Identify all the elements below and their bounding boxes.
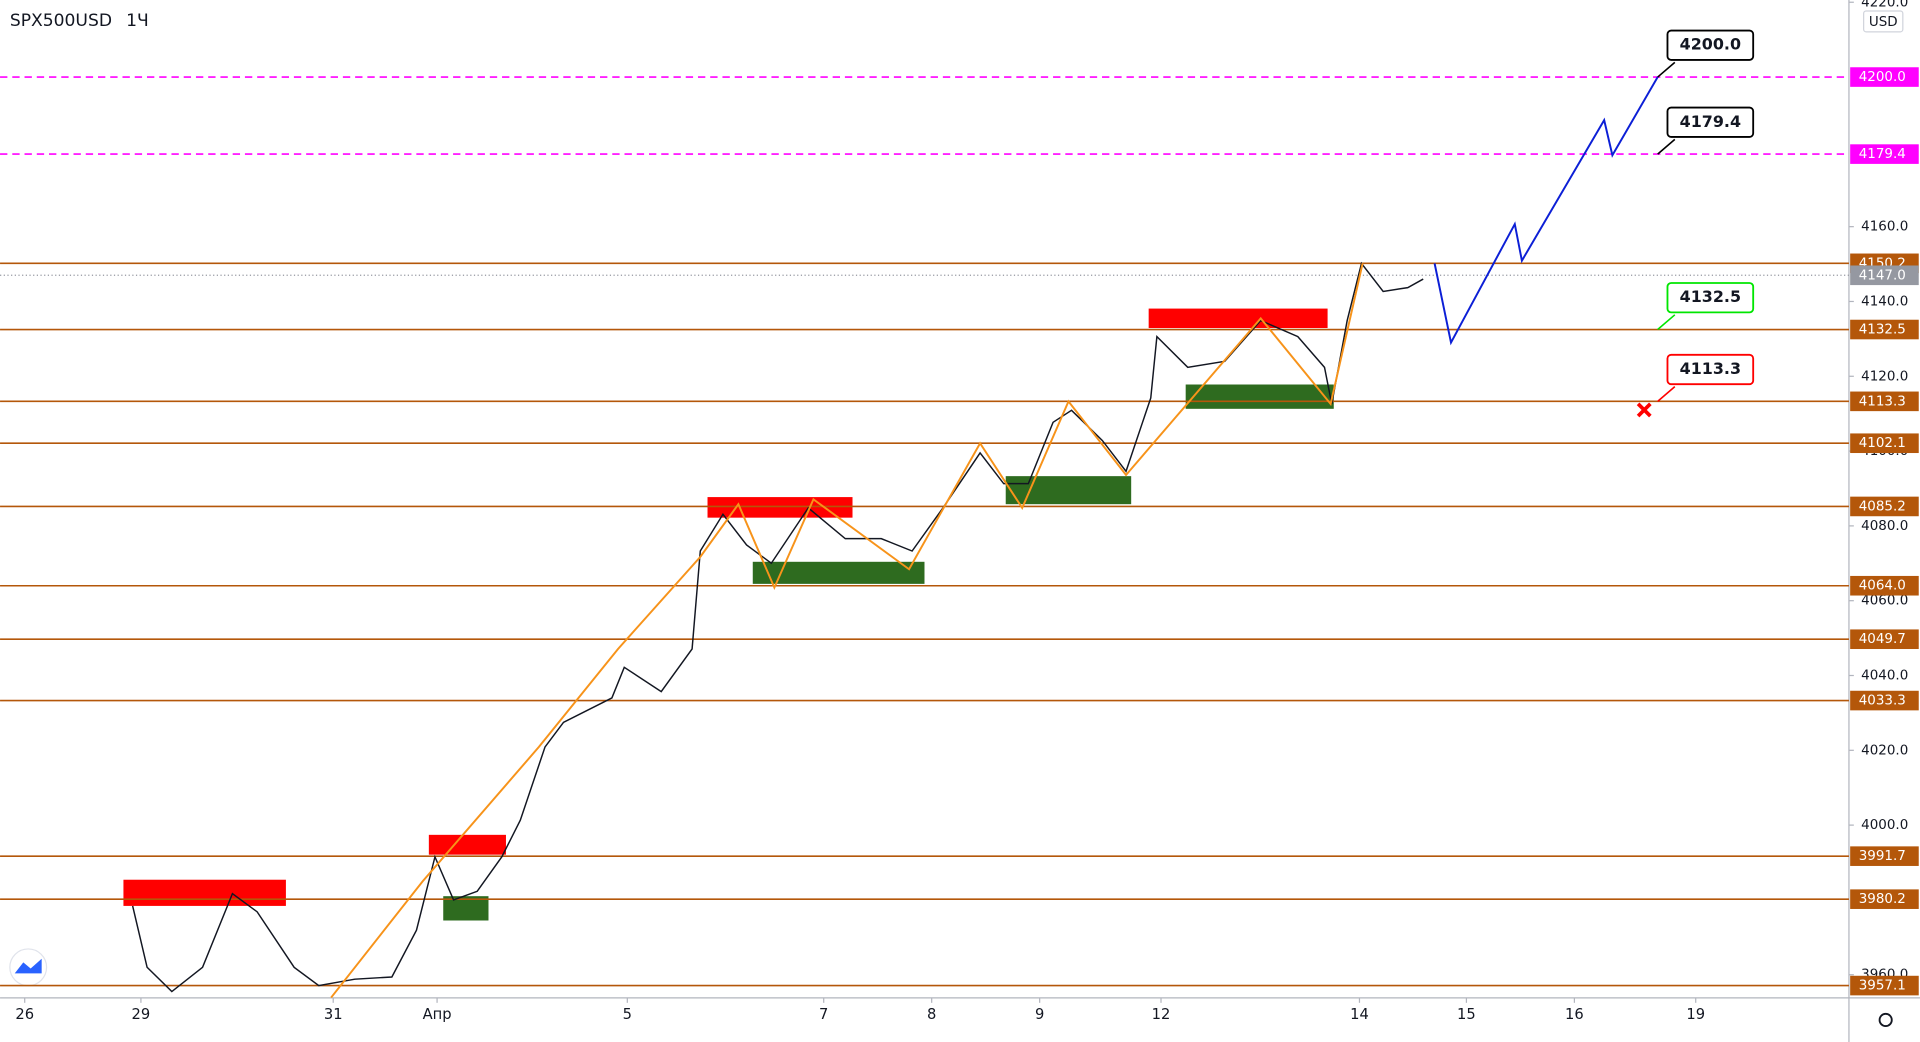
callout-pointer xyxy=(1657,386,1676,402)
callout-label: 4113.3 xyxy=(1680,359,1741,378)
zone xyxy=(428,834,506,855)
level-label: 4049.7 xyxy=(1859,632,1906,647)
level-label-box xyxy=(1850,265,1919,286)
zone xyxy=(1185,384,1334,409)
level-label-box xyxy=(1850,975,1919,996)
currency-box xyxy=(1863,10,1904,33)
callout-label: 4200.0 xyxy=(1680,35,1741,54)
callout-box xyxy=(1666,106,1755,138)
y-tick-label: 4060.0 xyxy=(1861,594,1908,609)
callout-label: 4132.5 xyxy=(1680,287,1741,306)
currency: USD xyxy=(1869,15,1898,30)
level-label: 4179.4 xyxy=(1859,147,1906,162)
zone xyxy=(443,896,489,921)
level-label: 4102.1 xyxy=(1859,436,1906,451)
zone xyxy=(1005,476,1132,505)
zone xyxy=(707,497,853,518)
y-tick-label: 4120.0 xyxy=(1861,369,1908,384)
interval: 1Ч xyxy=(126,11,149,31)
x-tick-label: 14 xyxy=(1350,1006,1369,1023)
level-label: 4147.0 xyxy=(1859,268,1906,283)
level-label: 3980.2 xyxy=(1859,892,1906,907)
level-label-box xyxy=(1850,319,1919,340)
series-line xyxy=(131,261,1424,993)
x-tick-label: 5 xyxy=(623,1006,632,1023)
x-tick-label: Апр xyxy=(423,1006,452,1023)
level-label: 3957.1 xyxy=(1859,979,1906,994)
y-tick-label: 4000.0 xyxy=(1861,818,1908,833)
callout-label: 4179.4 xyxy=(1680,112,1741,131)
level-label-box xyxy=(1850,433,1919,454)
level-label-box xyxy=(1850,629,1919,650)
level-label-box xyxy=(1850,391,1919,412)
level-label: 4064.0 xyxy=(1859,579,1906,594)
x-tick-label: 12 xyxy=(1152,1006,1171,1023)
logo xyxy=(9,948,48,987)
callout-box xyxy=(1666,29,1755,61)
level-label-box xyxy=(1850,575,1919,596)
stop-cross xyxy=(1636,402,1652,418)
y-tick-label: 4020.0 xyxy=(1861,743,1908,758)
level-label-box xyxy=(1850,846,1919,866)
callout-pointer xyxy=(1657,138,1676,155)
callout-pointer xyxy=(1657,314,1676,331)
settings-icon[interactable] xyxy=(1878,1012,1893,1028)
y-tick-label: 4140.0 xyxy=(1861,294,1908,309)
x-tick-label: 15 xyxy=(1457,1006,1476,1023)
callout-pointer xyxy=(1657,61,1676,78)
level-label: 4132.5 xyxy=(1859,323,1906,338)
callout-box xyxy=(1666,353,1755,386)
zone xyxy=(123,879,286,906)
x-tick-label: 9 xyxy=(1035,1006,1044,1023)
y-tick-label: 4220.0 xyxy=(1861,0,1908,10)
level-label: 4085.2 xyxy=(1859,499,1906,514)
level-label-box xyxy=(1850,690,1919,711)
series-line xyxy=(1433,76,1659,346)
level-label: 3991.7 xyxy=(1859,849,1906,864)
x-tick-label: 29 xyxy=(132,1006,151,1023)
x-tick-label: 31 xyxy=(324,1006,343,1023)
level-label: 4200.0 xyxy=(1859,70,1906,85)
level-label-box xyxy=(1850,67,1919,87)
level-label-box xyxy=(1850,889,1919,909)
x-tick-label: 19 xyxy=(1686,1006,1705,1023)
x-tick-label: 26 xyxy=(15,1006,34,1023)
x-tick-label: 16 xyxy=(1565,1006,1584,1023)
level-label-box xyxy=(1850,496,1919,517)
symbol: SPX500USD xyxy=(10,11,112,31)
y-tick-label: 4080.0 xyxy=(1861,519,1908,534)
callout-box xyxy=(1666,282,1755,314)
zone xyxy=(752,561,925,584)
x-tick-label: 8 xyxy=(927,1006,936,1023)
y-tick-label: 4160.0 xyxy=(1861,220,1908,235)
x-tick-label: 7 xyxy=(819,1006,828,1023)
zone xyxy=(1148,308,1328,329)
level-label: 4113.3 xyxy=(1859,394,1906,409)
level-label-box xyxy=(1850,144,1919,164)
y-tick-label: 4040.0 xyxy=(1861,669,1908,684)
stop-mark xyxy=(1636,402,1652,418)
level-label: 4033.3 xyxy=(1859,694,1906,709)
series-line xyxy=(330,263,1364,999)
